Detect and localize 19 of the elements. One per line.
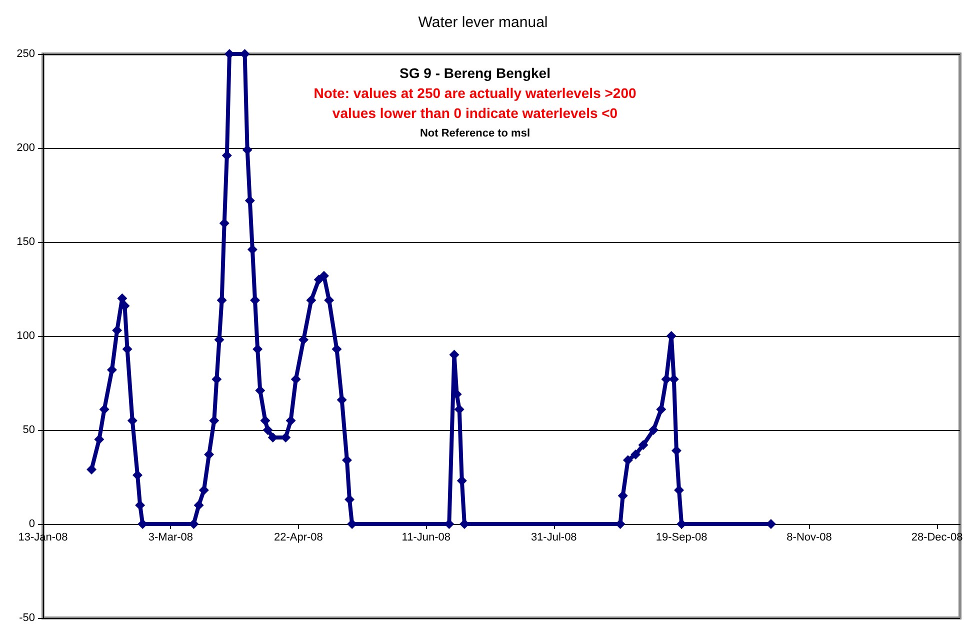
y-tick-label: 50 [22, 424, 35, 436]
y-tick-label: 0 [28, 518, 35, 530]
y-tick-label: -50 [19, 612, 35, 624]
x-tick-label: 28-Dec-08 [911, 532, 963, 544]
annotation: Not Reference to msl [420, 128, 530, 140]
chart-title: Water lever manual [418, 14, 548, 31]
x-tick-label: 31-Jul-08 [530, 532, 577, 544]
x-tick-label: 3-Mar-08 [148, 532, 194, 544]
x-tick-label: 22-Apr-08 [274, 532, 323, 544]
annotation: Note: values at 250 are actually waterlevels >200 [314, 85, 636, 101]
x-tick-label: 8-Nov-08 [786, 532, 832, 544]
y-tick-label: 150 [16, 236, 35, 248]
y-tick-label: 100 [16, 330, 35, 342]
y-tick-label: 250 [16, 48, 35, 60]
annotation: values lower than 0 indicate waterlevels <0 [332, 105, 618, 121]
x-tick-label: 19-Sep-08 [656, 532, 708, 544]
y-tick-label: 200 [16, 142, 35, 154]
annotation: SG 9 - Bereng Bengkel [400, 65, 550, 81]
x-tick-label: 11-Jun-08 [402, 532, 451, 544]
